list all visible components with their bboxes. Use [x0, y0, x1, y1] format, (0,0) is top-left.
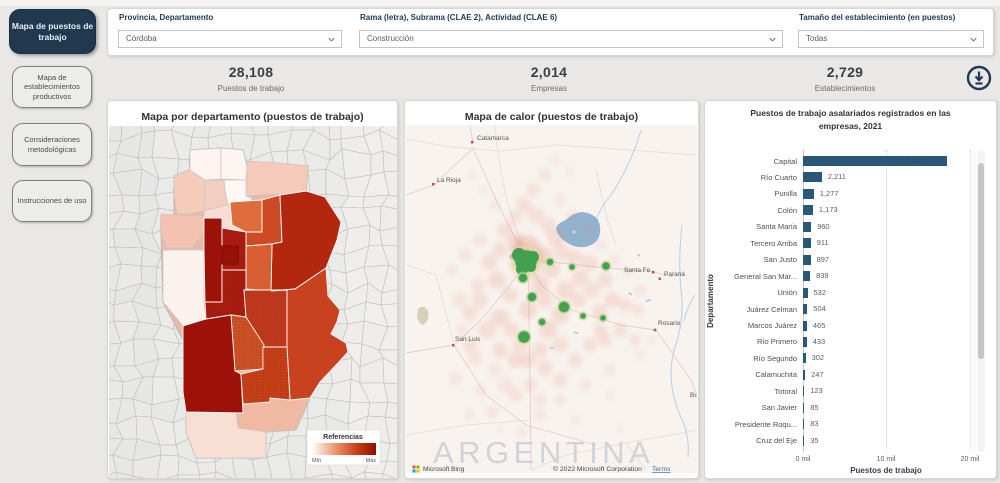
svg-text:Terms: Terms	[652, 466, 671, 473]
svg-text:ARGENTINA: ARGENTINA	[433, 435, 654, 470]
svg-text:Rosario: Rosario	[658, 320, 681, 327]
svg-text:Máx: Máx	[366, 458, 377, 464]
svg-text:San Luis: San Luis	[455, 336, 481, 343]
svg-text:Mín: Mín	[312, 458, 321, 464]
svg-text:Paraná: Paraná	[664, 271, 685, 278]
svg-text:Catamarca: Catamarca	[477, 135, 509, 142]
svg-text:Bu: Bu	[690, 392, 697, 399]
svg-text:Santa Fe: Santa Fe	[624, 267, 651, 274]
svg-text:La Rioja: La Rioja	[437, 177, 461, 184]
svg-text:Referencias: Referencias	[323, 434, 363, 441]
svg-text:© 2022 Microsoft Corporation: © 2022 Microsoft Corporation	[553, 465, 642, 473]
svg-text:Microsoft Bing: Microsoft Bing	[423, 466, 465, 473]
